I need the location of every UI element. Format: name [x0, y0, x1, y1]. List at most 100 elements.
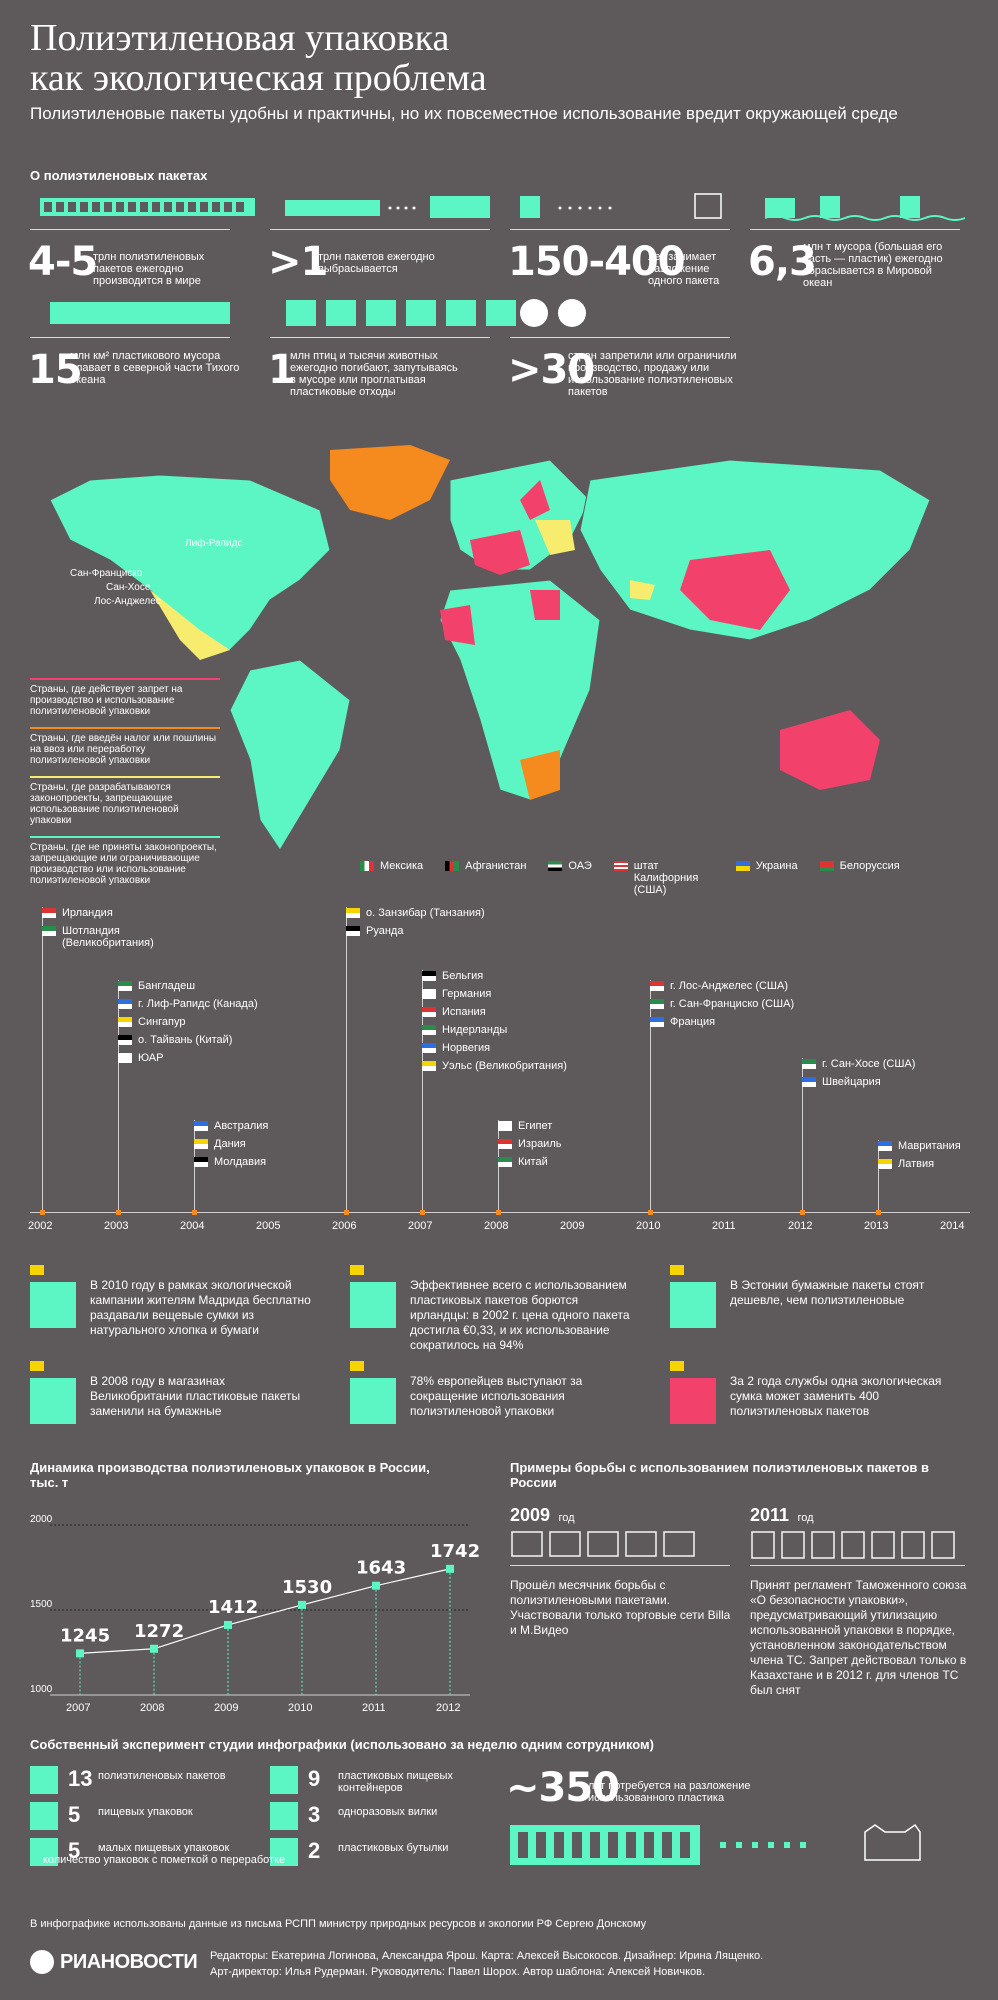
russia-text-2011: Принят регламент Таможенного союза «О бе…: [750, 1578, 967, 1697]
bottle-icon-2: [900, 196, 920, 218]
wave-icon: [764, 215, 966, 221]
timeline-country: Ирландия: [42, 907, 192, 919]
russia-heading: Примеры борьбы с использованием полиэтил…: [510, 1460, 929, 1490]
timeline-country: Молдавия: [194, 1156, 344, 1168]
flag-icon: [650, 999, 664, 1009]
credits-1: Редакторы: Екатерина Логинова, Александр…: [210, 1950, 764, 1962]
chart-data-label: 1272: [134, 1621, 184, 1642]
timeline-marker-line: [878, 1140, 879, 1212]
timeline-year-label: 2013: [864, 1220, 889, 1232]
timeline-country: г. Сан-Франциско (США): [650, 998, 800, 1010]
map-city-label: Лиф-Рапидс: [185, 538, 243, 549]
chart-data-label: 1530: [282, 1577, 332, 1598]
timeline-country: Бельгия: [422, 970, 572, 982]
garbage-patch-icon: [50, 302, 230, 324]
flag-icon: [346, 926, 360, 936]
chart-point: [224, 1620, 232, 1629]
decay-text: лет потребуется на разложение использова…: [588, 1780, 751, 1804]
flag-icon: [735, 861, 750, 871]
flag-icon: [42, 908, 56, 918]
chart-data-label: 1245: [60, 1625, 110, 1646]
chart-x-tick: 2011: [362, 1702, 386, 1714]
flag-icon: [118, 999, 132, 1009]
fact-text: В 2010 году в рамках экологической кампа…: [90, 1278, 311, 1337]
timeline-dot: [116, 1210, 121, 1215]
chart-data-label: 1742: [430, 1541, 480, 1562]
timeline-group: г. Сан-Хосе (США) Швейцария: [802, 1058, 952, 1094]
chart-y-tick: 1500: [30, 1599, 53, 1610]
fact-text: В 2008 году в магазинах Великобритании п…: [90, 1374, 301, 1418]
experiment-label: полиэтиленовых пакетов: [98, 1770, 226, 1782]
timeline-dot: [192, 1210, 197, 1215]
timeline-year-label: 2004: [180, 1220, 205, 1232]
flag-icon: [422, 1007, 436, 1017]
russia-text-2009: Прошёл месячник борьбы с полиэтиленовыми…: [510, 1578, 731, 1637]
timeline-dot: [420, 1210, 425, 1215]
timeline-country: Сингапур: [118, 1016, 268, 1028]
flag-icon: [670, 1265, 684, 1275]
experiment-item-icon: [30, 1766, 58, 1794]
timeline-country: г. Лос-Анджелес (США): [650, 980, 800, 992]
timeline-country: Германия: [422, 988, 572, 1000]
chart-data-label: 1643: [356, 1558, 406, 1579]
timeline-country: Египет: [498, 1120, 648, 1132]
experiment-label: малых пищевых упаковок: [98, 1842, 230, 1854]
decay-value: ~350: [506, 1765, 620, 1811]
legend-swatch-none: [30, 836, 220, 838]
flag-icon: [613, 861, 628, 871]
flag-icon: [802, 1059, 816, 1069]
fact-illustration-icon: [350, 1378, 396, 1424]
timeline-group: Египет Израиль Китай: [498, 1120, 648, 1174]
legend-none: Страны, где не приняты законопроекты, за…: [30, 842, 217, 886]
map-city-label: Сан-Франциско: [70, 568, 143, 579]
fact-illustration-icon: [30, 1378, 76, 1424]
timeline-year-label: 2005: [256, 1220, 281, 1232]
experiment-label: одноразовых вилки: [338, 1806, 438, 1818]
bottle-icon: [820, 196, 840, 218]
timeline-country: Уэльс (Великобритания): [422, 1060, 572, 1072]
fact-illustration-icon: [670, 1378, 716, 1424]
fact-illustration-icon: [670, 1282, 716, 1328]
chart-x-tick: 2007: [66, 1702, 90, 1714]
timeline-dot: [496, 1210, 501, 1215]
timeline-marker-line: [346, 907, 347, 1212]
experiment-label: пищевых упаковок: [98, 1806, 193, 1818]
experiment-item-icon: [270, 1802, 298, 1830]
experiment-count: 5: [68, 1802, 81, 1827]
timeline-marker-line: [42, 907, 43, 1212]
timeline-year-label: 2012: [788, 1220, 813, 1232]
timeline-dot: [344, 1210, 349, 1215]
fact-illustration-icon: [350, 1282, 396, 1328]
timeline-country: Норвегия: [422, 1042, 572, 1054]
source-note: В инфографике использованы данные из пис…: [30, 1918, 647, 1930]
flag-icon: [819, 861, 834, 871]
timeline-marker-line: [802, 1058, 803, 1212]
flag-icon: [350, 1265, 364, 1275]
timeline-year-label: 2008: [484, 1220, 509, 1232]
flag-icon: [346, 908, 360, 918]
flag-icon: [194, 1157, 208, 1167]
legend-ban: Страны, где действует запрет на производ…: [30, 684, 183, 717]
chart-y-tick: 1000: [30, 1684, 53, 1695]
timeline-year-label: 2003: [104, 1220, 129, 1232]
stat-value-thrown: >1: [268, 239, 328, 285]
legend-swatch-ban: [30, 678, 220, 680]
timeline-country: Швейцария: [802, 1076, 952, 1088]
timeline-group: Ирландия Шотландия (Великобритания): [42, 907, 192, 955]
flag-icon: [650, 981, 664, 991]
protest-icons: [511, 1531, 695, 1557]
flag-icon: [118, 981, 132, 991]
timeline-country: Бангладеш: [118, 980, 268, 992]
timeline-country: о. Занзибар (Танзания): [346, 907, 496, 919]
flag-icon: [30, 1361, 44, 1371]
dumpster-icon: [430, 196, 490, 218]
chart-x-tick: 2008: [140, 1702, 164, 1714]
timeline-dot: [648, 1210, 653, 1215]
experiment-item-icon: [30, 1802, 58, 1830]
timeline-dot: [876, 1210, 881, 1215]
experiment-count: 2: [308, 1838, 321, 1863]
experiment-heading: Собственный эксперимент студии инфографи…: [30, 1737, 655, 1752]
map-city-label: Сан-Хосе: [106, 582, 151, 593]
russia-year-2011: 2011: [750, 1505, 790, 1525]
credits-2: Арт-директор: Илья Рудерман. Руководител…: [210, 1966, 706, 1978]
